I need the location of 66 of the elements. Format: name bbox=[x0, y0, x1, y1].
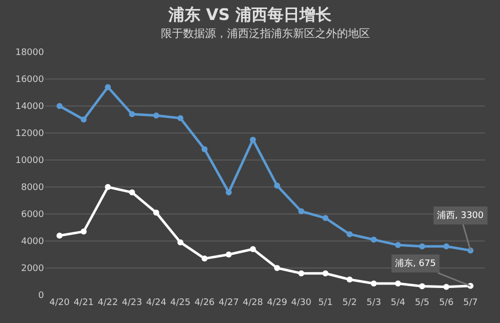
x-tick-label: 4/21 bbox=[74, 298, 94, 308]
x-tick-label: 5/2 bbox=[342, 298, 357, 308]
point bbox=[274, 182, 280, 189]
point bbox=[298, 208, 304, 214]
point bbox=[56, 232, 63, 239]
y-tick-label: 12000 bbox=[15, 129, 44, 140]
x-tick-label: 5/1 bbox=[318, 298, 333, 308]
point bbox=[274, 265, 280, 271]
point bbox=[298, 270, 304, 276]
y-tick-label: 18000 bbox=[15, 48, 44, 58]
point bbox=[370, 280, 377, 287]
point bbox=[153, 210, 160, 216]
point bbox=[419, 283, 426, 290]
point bbox=[250, 246, 256, 252]
x-tick-label: 5/5 bbox=[414, 298, 430, 308]
point bbox=[129, 189, 136, 196]
x-tick-label: 4/28 bbox=[242, 298, 264, 308]
y-tick-label: 16000 bbox=[15, 75, 44, 86]
point bbox=[153, 112, 160, 118]
point bbox=[346, 231, 353, 238]
point bbox=[394, 280, 401, 287]
annotation: 浦西, 3300 bbox=[437, 210, 484, 221]
point bbox=[177, 115, 184, 122]
point bbox=[226, 252, 232, 258]
point bbox=[104, 184, 111, 190]
x-tick-label: 5/3 bbox=[366, 298, 382, 308]
y-tick-label: 4000 bbox=[21, 237, 44, 248]
point bbox=[250, 136, 256, 143]
point bbox=[443, 243, 450, 250]
point bbox=[394, 242, 401, 248]
point bbox=[419, 243, 426, 250]
point bbox=[129, 111, 136, 118]
chart-title: 浦东 VS 浦西每日增长 bbox=[167, 5, 333, 24]
x-tick-label: 4/22 bbox=[98, 298, 118, 308]
x-tick-label: 5/6 bbox=[439, 298, 454, 308]
x-tick-label: 4/26 bbox=[194, 298, 215, 308]
point bbox=[177, 239, 184, 246]
y-tick-label: 2000 bbox=[21, 264, 44, 274]
point bbox=[322, 270, 328, 276]
y-tick-label: 0 bbox=[38, 291, 44, 302]
point bbox=[202, 256, 208, 262]
y-tick-label: 10000 bbox=[15, 156, 44, 166]
x-tick-label: 4/24 bbox=[146, 298, 167, 308]
point bbox=[202, 146, 208, 152]
x-tick-label: 5/7 bbox=[463, 298, 478, 308]
x-tick-label: 4/29 bbox=[266, 298, 288, 308]
point bbox=[104, 84, 111, 90]
point bbox=[226, 189, 232, 196]
point bbox=[443, 284, 450, 290]
point bbox=[80, 116, 87, 122]
x-tick-label: 4/23 bbox=[122, 298, 142, 308]
point bbox=[322, 215, 328, 222]
x-tick-label: 4/30 bbox=[291, 298, 312, 308]
x-tick-label: 5/4 bbox=[390, 298, 406, 308]
annotation: 浦东, 675 bbox=[395, 258, 436, 269]
y-tick-label: 14000 bbox=[15, 102, 44, 112]
point bbox=[56, 103, 63, 109]
y-tick-label: 6000 bbox=[21, 210, 44, 220]
point bbox=[370, 236, 377, 243]
x-tick-label: 4/27 bbox=[218, 298, 239, 308]
x-tick-label: 4/25 bbox=[170, 298, 190, 308]
x-tick-label: 4/20 bbox=[49, 298, 70, 308]
chart-subtitle: 限于数据源，浦西泛指浦东新区之外的地区 bbox=[161, 27, 370, 40]
point bbox=[80, 228, 87, 235]
y-tick-label: 8000 bbox=[21, 183, 44, 194]
point bbox=[346, 276, 353, 282]
